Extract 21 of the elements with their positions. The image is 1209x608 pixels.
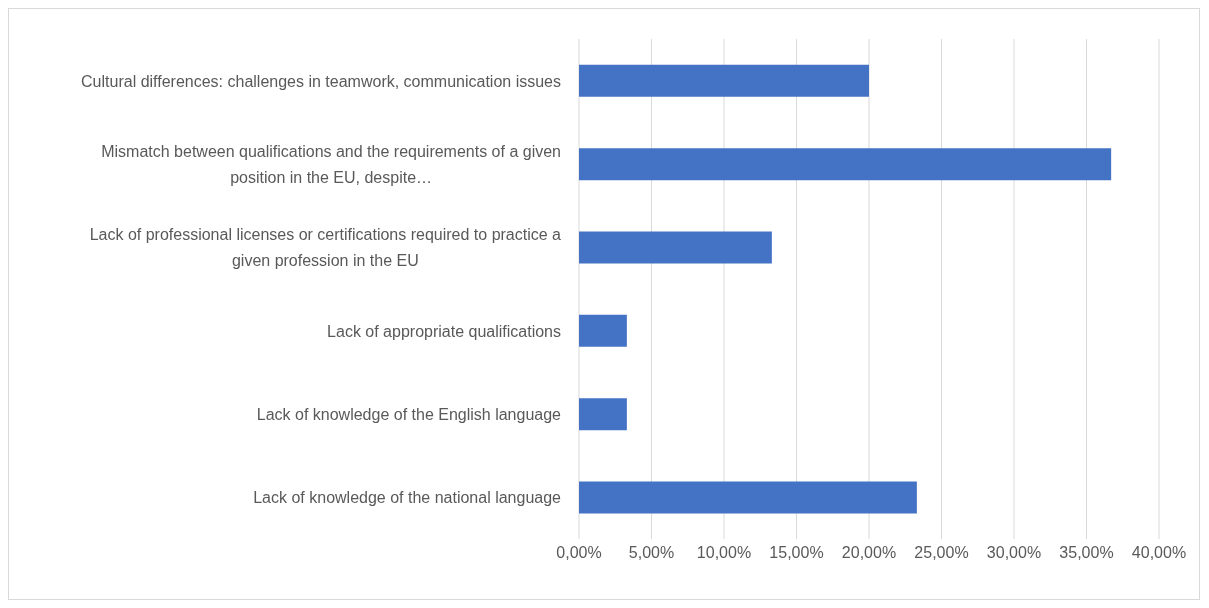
x-tick-label: 30,00% <box>986 544 1042 562</box>
x-tick-label: 10,00% <box>696 544 752 562</box>
y-tick-label: Lack of knowledge of the English language <box>256 405 562 423</box>
bar <box>579 64 869 97</box>
x-tick-label: 15,00% <box>769 544 824 562</box>
bar <box>579 231 772 264</box>
y-tick-label: Lack of appropriate qualifications <box>327 322 561 340</box>
x-tick-label: 35,00% <box>1059 544 1114 562</box>
bar <box>579 398 627 431</box>
bar <box>579 148 1112 181</box>
bar <box>579 481 917 514</box>
y-tick-label: Mismatch between qualifications and the requirements of a given position in the EU, despite… <box>101 142 561 186</box>
y-tick-label: Lack of professional licenses or certifications required to practice a given profession in the EU <box>89 225 562 269</box>
x-tick-label: 0,00% <box>556 544 602 562</box>
x-tick-label: 40,00% <box>1131 544 1187 562</box>
x-tick-label: 25,00% <box>914 544 969 562</box>
bar <box>579 314 627 347</box>
y-tick-label: Lack of knowledge of the national language <box>253 488 562 506</box>
x-tick-label: 20,00% <box>841 544 897 562</box>
y-tick-label: Cultural differences: challenges in teamwork, communication issues <box>81 72 561 90</box>
x-tick-label: 5,00% <box>628 544 675 562</box>
